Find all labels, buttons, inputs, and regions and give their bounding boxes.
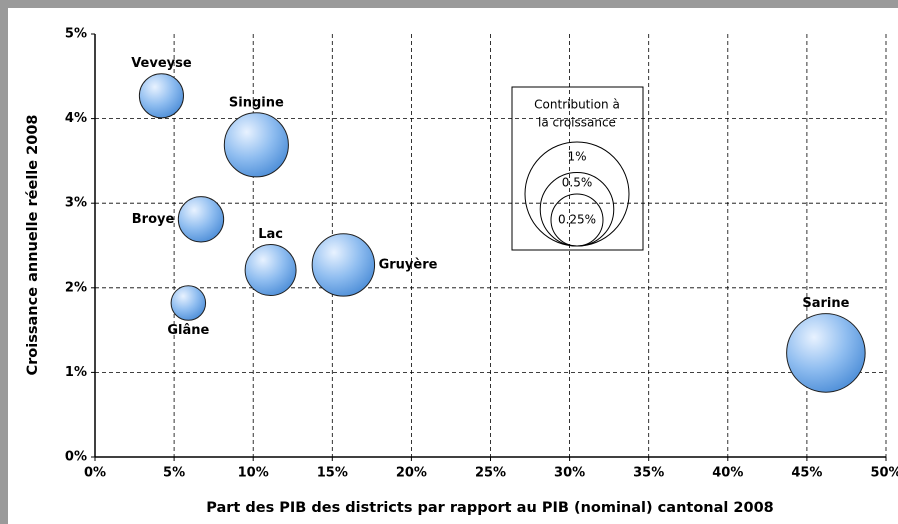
y-tick-label: 0%	[65, 450, 87, 465]
x-tick-label: 5%	[163, 466, 185, 481]
y-axis-title: Croissance annuelle réelle 2008	[25, 115, 41, 376]
y-tick-label: 4%	[65, 111, 87, 126]
x-tick-label: 50%	[870, 466, 898, 481]
size-legend-label: 0.5%	[562, 176, 593, 190]
data-label: Gruyère	[379, 257, 438, 272]
data-label: Singine	[229, 95, 284, 110]
data-label: Broye	[132, 212, 175, 227]
x-tick-label: 15%	[317, 466, 348, 481]
size-legend-label: 0.25%	[558, 213, 596, 227]
x-tick-label: 45%	[791, 466, 822, 481]
size-legend-title: Contribution à	[534, 98, 620, 112]
bubble	[223, 112, 289, 178]
size-legend-circle	[550, 193, 604, 247]
bubble	[311, 233, 376, 297]
data-label: Lac	[258, 227, 283, 242]
bubble	[244, 244, 297, 297]
x-tick-label: 25%	[475, 466, 506, 481]
x-tick-label: 30%	[554, 466, 585, 481]
data-label: Veveyse	[131, 56, 192, 71]
bubble	[786, 313, 866, 393]
data-label: Sarine	[802, 296, 849, 311]
bubble	[177, 196, 225, 243]
bubble	[138, 73, 185, 119]
y-tick-label: 1%	[65, 365, 87, 380]
x-tick-label: 0%	[84, 466, 106, 481]
size-legend-title: la croissance	[538, 116, 616, 130]
data-label: Glâne	[167, 323, 209, 338]
x-tick-label: 35%	[633, 466, 664, 481]
x-tick-label: 40%	[712, 466, 743, 481]
size-legend-label: 1%	[567, 150, 586, 164]
x-axis-title: Part des PIB des districts par rapport a…	[206, 500, 774, 516]
y-tick-label: 5%	[65, 27, 87, 42]
x-tick-label: 10%	[238, 466, 269, 481]
x-tick-label: 20%	[396, 466, 427, 481]
bubble	[170, 285, 207, 321]
y-tick-label: 2%	[65, 280, 87, 295]
y-tick-label: 3%	[65, 196, 87, 211]
